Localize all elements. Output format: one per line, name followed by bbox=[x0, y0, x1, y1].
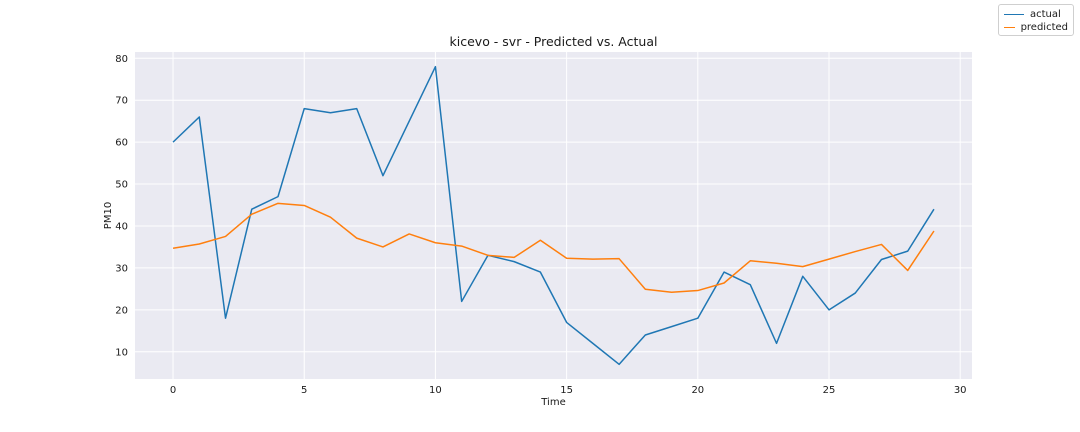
y-tick-label-1: 20 bbox=[115, 305, 128, 316]
x-tick-label-0: 0 bbox=[170, 385, 176, 396]
series-line-actual bbox=[172, 65, 935, 366]
legend-label-actual: actual bbox=[1030, 9, 1061, 20]
grid bbox=[135, 52, 972, 379]
x-tick-labels: 0 5 10 15 20 25 30 bbox=[170, 385, 967, 396]
legend: actual predicted bbox=[998, 4, 1074, 36]
x-tick-label-3: 15 bbox=[560, 385, 573, 396]
y-axis-label: PM10 bbox=[103, 202, 114, 229]
x-tick-label-6: 30 bbox=[954, 385, 967, 396]
x-axis-label: Time bbox=[540, 397, 565, 408]
y-tick-label-6: 70 bbox=[115, 96, 128, 107]
series-line-predicted bbox=[172, 202, 935, 293]
x-tick-label-2: 10 bbox=[429, 385, 442, 396]
legend-item-predicted: predicted bbox=[1004, 21, 1068, 34]
legend-item-actual: actual bbox=[1004, 8, 1068, 21]
series-lines bbox=[172, 65, 935, 366]
y-tick-labels: 10 20 30 40 50 60 70 80 bbox=[115, 54, 128, 358]
x-tick-label-4: 20 bbox=[691, 385, 704, 396]
y-tick-label-0: 10 bbox=[115, 347, 128, 358]
legend-label-predicted: predicted bbox=[1020, 22, 1068, 33]
y-tick-label-3: 40 bbox=[115, 221, 128, 232]
y-tick-label-2: 30 bbox=[115, 263, 128, 274]
y-tick-label-5: 60 bbox=[115, 138, 128, 149]
x-tick-label-5: 25 bbox=[823, 385, 836, 396]
x-tick-label-1: 5 bbox=[301, 385, 307, 396]
plot-background bbox=[135, 52, 972, 379]
y-tick-label-4: 50 bbox=[115, 180, 128, 191]
y-tick-label-7: 80 bbox=[115, 54, 128, 65]
legend-swatch-actual bbox=[1004, 14, 1024, 15]
legend-swatch-predicted bbox=[1004, 27, 1015, 28]
chart-title: kicevo - svr - Predicted vs. Actual bbox=[450, 34, 658, 49]
